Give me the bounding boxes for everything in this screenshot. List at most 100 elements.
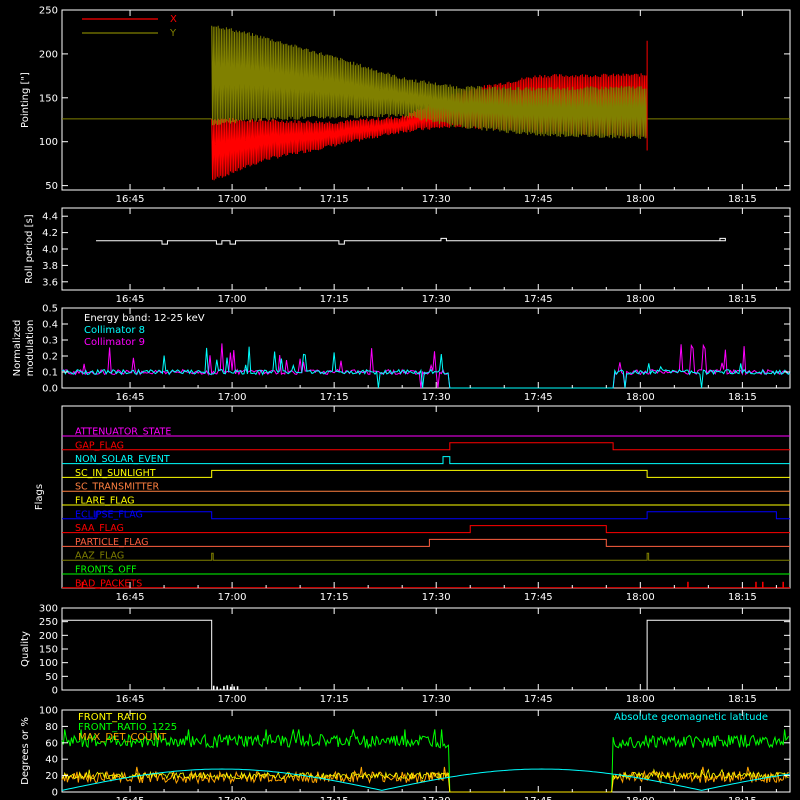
- quality-line: [62, 619, 790, 691]
- xtick-label: 17:45: [524, 194, 553, 205]
- panel-flags: ATTENUATOR_STATE GAP_FLAG NON_SOLAR_EVENT S…: [34, 405, 791, 603]
- xtick-label: 17:00: [218, 194, 247, 205]
- legend-geomag-latitude: Absolute geomagnetic latitude: [614, 712, 768, 723]
- xtick-label: 18:15: [728, 194, 757, 205]
- pointing-ticks: 16:45 17:00 17:15 17:30 17:45 18:00 18:15 50 100…: [39, 6, 790, 205]
- xtick-label: 17:00: [218, 592, 247, 603]
- panel-roll-period: 16:45 17:00 17:15 17:30 17:45 18:00 18:15 3.6 3.…: [24, 207, 791, 305]
- xtick-label: 18:15: [728, 294, 757, 305]
- flag-line: [62, 469, 790, 478]
- xtick-label: 17:15: [320, 194, 349, 205]
- degrees-ticks: 16:45 17:00 17:15 17:30 17:45 18:00 18:15 0 20 40…: [39, 706, 790, 800]
- flag-label: FRONTS_OFF: [75, 565, 137, 576]
- xtick-label: 17:00: [218, 796, 247, 800]
- xtick-label: 17:30: [422, 392, 451, 403]
- xtick-label: 18:15: [728, 694, 757, 705]
- xtick-label: 17:45: [524, 392, 553, 403]
- energy-band-annotation: Energy band: 12-25 keV: [84, 313, 205, 324]
- xtick-label: 17:45: [524, 592, 553, 603]
- xtick-label: 16:45: [116, 392, 145, 403]
- ytick-label: 0.4: [42, 320, 58, 331]
- flag-label: AAZ_FLAG: [75, 551, 124, 562]
- xtick-label: 17:00: [218, 294, 247, 305]
- flag-line: [62, 456, 790, 465]
- xtick-label: 17:30: [422, 592, 451, 603]
- flags-rows: ATTENUATOR_STATE GAP_FLAG NON_SOLAR_EVENT S…: [62, 427, 790, 589]
- xtick-label: 17:15: [320, 294, 349, 305]
- flag-label: SC_TRANSMITTER: [75, 482, 160, 493]
- legend-max-det-count: MAX_DET_COUNT: [78, 732, 167, 743]
- modulation-ylabel-line1: Normalized: [12, 320, 23, 377]
- ytick-label: 80: [45, 722, 58, 733]
- pointing-frame: [61, 9, 791, 191]
- panel-pointing: 16:45 17:00 17:15 17:30 17:45 18:00 18:15 50 100…: [20, 6, 791, 205]
- xtick-label: 17:45: [524, 796, 553, 800]
- front-ratio-line: [61, 768, 789, 793]
- xtick-label: 18:00: [626, 294, 655, 305]
- xtick-label: 17:00: [218, 694, 247, 705]
- ytick-label: 4.0: [42, 245, 58, 256]
- xtick-label: 17:30: [422, 194, 451, 205]
- flag-label: FLARE_FLAG: [75, 496, 135, 507]
- ytick-label: 3.8: [42, 261, 58, 272]
- xtick-label: 18:15: [728, 796, 757, 800]
- xtick-label: 16:45: [116, 592, 145, 603]
- ytick-label: 60: [45, 738, 58, 749]
- ytick-label: 0.0: [42, 384, 58, 395]
- quality-ticks: 16:45 17:00 17:15 17:30 17:45 18:00 18:15 0 50 10…: [39, 604, 790, 705]
- xtick-label: 16:45: [116, 194, 145, 205]
- ytick-label: 50: [45, 672, 58, 683]
- modulation-series: [61, 343, 791, 389]
- ytick-label: 150: [39, 93, 58, 104]
- xtick-label: 17:15: [320, 592, 349, 603]
- flag-line: [62, 552, 790, 561]
- flag-label: GAP_FLAG: [75, 440, 124, 451]
- xtick-label: 17:15: [320, 694, 349, 705]
- roll-series: [96, 237, 726, 245]
- pointing-legend: X Y: [82, 14, 177, 39]
- flags-ylabel: Flags: [34, 484, 45, 510]
- ytick-label: 100: [39, 137, 58, 148]
- max-det-count-line: [61, 766, 789, 793]
- ytick-label: 20: [45, 771, 58, 782]
- flag-line: [62, 525, 790, 534]
- flag-label: BAD_PACKETS: [75, 578, 142, 589]
- pointing-series: [62, 25, 790, 181]
- panel-quality: 16:45 17:00 17:15 17:30 17:45 18:00 18:15 0 50 10…: [20, 604, 791, 705]
- xtick-label: 18:15: [728, 392, 757, 403]
- ytick-label: 0.3: [42, 336, 58, 347]
- ytick-label: 150: [39, 645, 58, 656]
- ytick-label: 0: [52, 788, 58, 799]
- xtick-label: 16:45: [116, 796, 145, 800]
- xtick-label: 17:15: [320, 796, 349, 800]
- roll-ticks: 16:45 17:00 17:15 17:30 17:45 18:00 18:15 3.6 3.…: [42, 208, 790, 305]
- modulation-collimator-8: [61, 346, 791, 389]
- ytick-label: 4.4: [42, 212, 58, 223]
- ytick-label: 0.1: [42, 368, 58, 379]
- xtick-label: 16:45: [116, 294, 145, 305]
- xtick-label: 18:00: [626, 194, 655, 205]
- legend-collimator-8: Collimator 8: [84, 325, 145, 336]
- ytick-label: 100: [39, 658, 58, 669]
- modulation-ylabel-line2: modulation: [25, 320, 36, 377]
- degrees-ylabel: Degrees or %: [20, 717, 31, 785]
- geomag-latitude-line: [61, 768, 791, 791]
- flag-label: NON_SOLAR_EVENT: [75, 454, 170, 465]
- degrees-frame: [61, 709, 791, 793]
- xtick-label: 18:00: [626, 796, 655, 800]
- ytick-label: 250: [39, 6, 58, 17]
- panel-modulation: 16:45 17:00 17:15 17:30 17:45 18:00 18:15 0.0 0.…: [12, 304, 791, 403]
- pointing-series-y: [211, 25, 648, 140]
- legend-collimator-9: Collimator 9: [84, 337, 145, 348]
- modulation-ticks: 16:45 17:00 17:15 17:30 17:45 18:00 18:15 0.0 0.…: [42, 304, 790, 403]
- flag-line: [62, 442, 790, 451]
- flag-line: [62, 511, 790, 520]
- xtick-label: 17:00: [218, 392, 247, 403]
- ytick-label: 300: [39, 604, 58, 615]
- quality-series: [62, 619, 790, 691]
- legend-label-x: X: [170, 14, 177, 25]
- front-ratio-1225-line: [61, 729, 790, 793]
- flag-label: SAA_FLAG: [75, 523, 124, 534]
